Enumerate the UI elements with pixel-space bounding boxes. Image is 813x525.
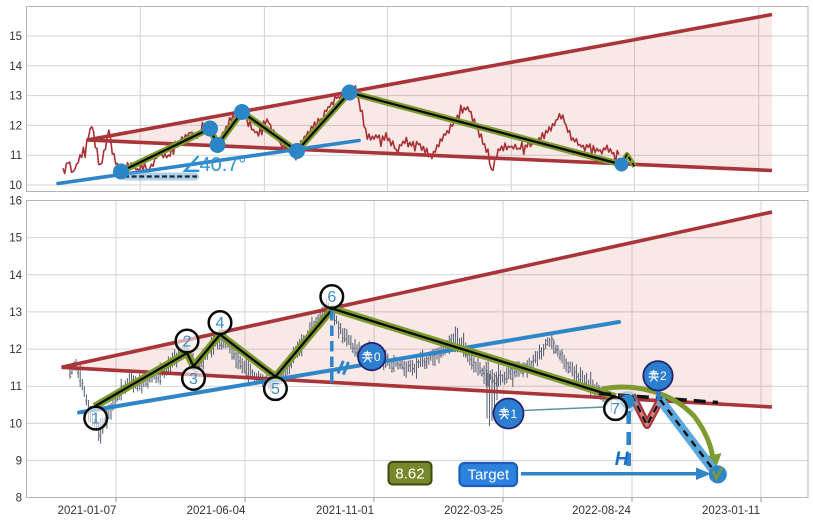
svg-text:2023-01-11: 2023-01-11: [702, 505, 760, 517]
svg-text:7: 7: [611, 401, 620, 418]
svg-text:4: 4: [216, 315, 225, 332]
svg-text:10: 10: [9, 180, 22, 192]
svg-text:11: 11: [10, 381, 22, 393]
svg-text:2022-03-25: 2022-03-25: [444, 505, 503, 517]
svg-text:12: 12: [9, 344, 22, 356]
svg-text:14: 14: [9, 61, 22, 73]
svg-text:8.62: 8.62: [395, 466, 424, 483]
svg-text:3: 3: [189, 371, 198, 388]
svg-text:1: 1: [91, 411, 100, 428]
svg-text:2021-01-07: 2021-01-07: [58, 505, 117, 517]
svg-text:9: 9: [16, 456, 22, 468]
svg-text:6: 6: [327, 289, 336, 306]
svg-text:15: 15: [9, 233, 22, 245]
svg-text:16: 16: [9, 196, 22, 208]
svg-text:40.7°: 40.7°: [200, 154, 247, 176]
svg-text:2021-06-04: 2021-06-04: [187, 505, 246, 517]
svg-text:2: 2: [183, 334, 192, 351]
svg-text:H: H: [615, 449, 630, 470]
svg-text:Target: Target: [467, 467, 510, 484]
svg-text:13: 13: [9, 307, 22, 319]
svg-text:1: 1: [511, 407, 518, 421]
svg-text:11: 11: [10, 150, 22, 162]
svg-text:13: 13: [9, 91, 22, 103]
svg-text:5: 5: [271, 381, 280, 398]
svg-text:2021-11-01: 2021-11-01: [316, 505, 374, 517]
svg-text:14: 14: [9, 270, 22, 282]
svg-text:12: 12: [9, 120, 22, 132]
svg-text:10: 10: [9, 418, 22, 430]
svg-text:15: 15: [9, 31, 22, 43]
svg-text:8: 8: [16, 493, 22, 505]
svg-text:2: 2: [660, 369, 667, 383]
svg-text:2022-08-24: 2022-08-24: [572, 505, 631, 517]
svg-text:0: 0: [374, 350, 381, 364]
